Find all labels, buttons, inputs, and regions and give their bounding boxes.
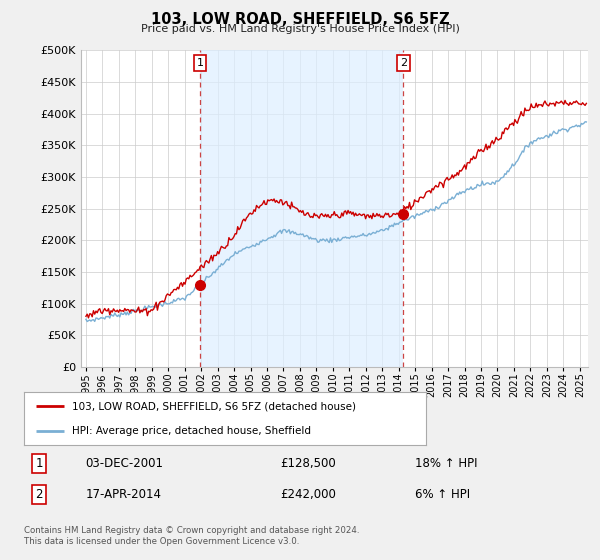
Text: 6% ↑ HPI: 6% ↑ HPI (415, 488, 470, 501)
Text: 03-DEC-2001: 03-DEC-2001 (85, 457, 163, 470)
Text: Price paid vs. HM Land Registry's House Price Index (HPI): Price paid vs. HM Land Registry's House … (140, 24, 460, 34)
Text: £242,000: £242,000 (281, 488, 337, 501)
Text: 17-APR-2014: 17-APR-2014 (85, 488, 161, 501)
Text: 18% ↑ HPI: 18% ↑ HPI (415, 457, 477, 470)
Text: 103, LOW ROAD, SHEFFIELD, S6 5FZ: 103, LOW ROAD, SHEFFIELD, S6 5FZ (151, 12, 449, 27)
Text: Contains HM Land Registry data © Crown copyright and database right 2024.
This d: Contains HM Land Registry data © Crown c… (24, 526, 359, 546)
Text: HPI: Average price, detached house, Sheffield: HPI: Average price, detached house, Shef… (72, 426, 311, 436)
Text: 1: 1 (196, 58, 203, 68)
Text: 1: 1 (35, 457, 43, 470)
Bar (200, 50, 403, 367)
Text: £128,500: £128,500 (281, 457, 337, 470)
Text: 2: 2 (35, 488, 43, 501)
Text: 103, LOW ROAD, SHEFFIELD, S6 5FZ (detached house): 103, LOW ROAD, SHEFFIELD, S6 5FZ (detach… (72, 402, 356, 412)
Text: 2: 2 (400, 58, 407, 68)
